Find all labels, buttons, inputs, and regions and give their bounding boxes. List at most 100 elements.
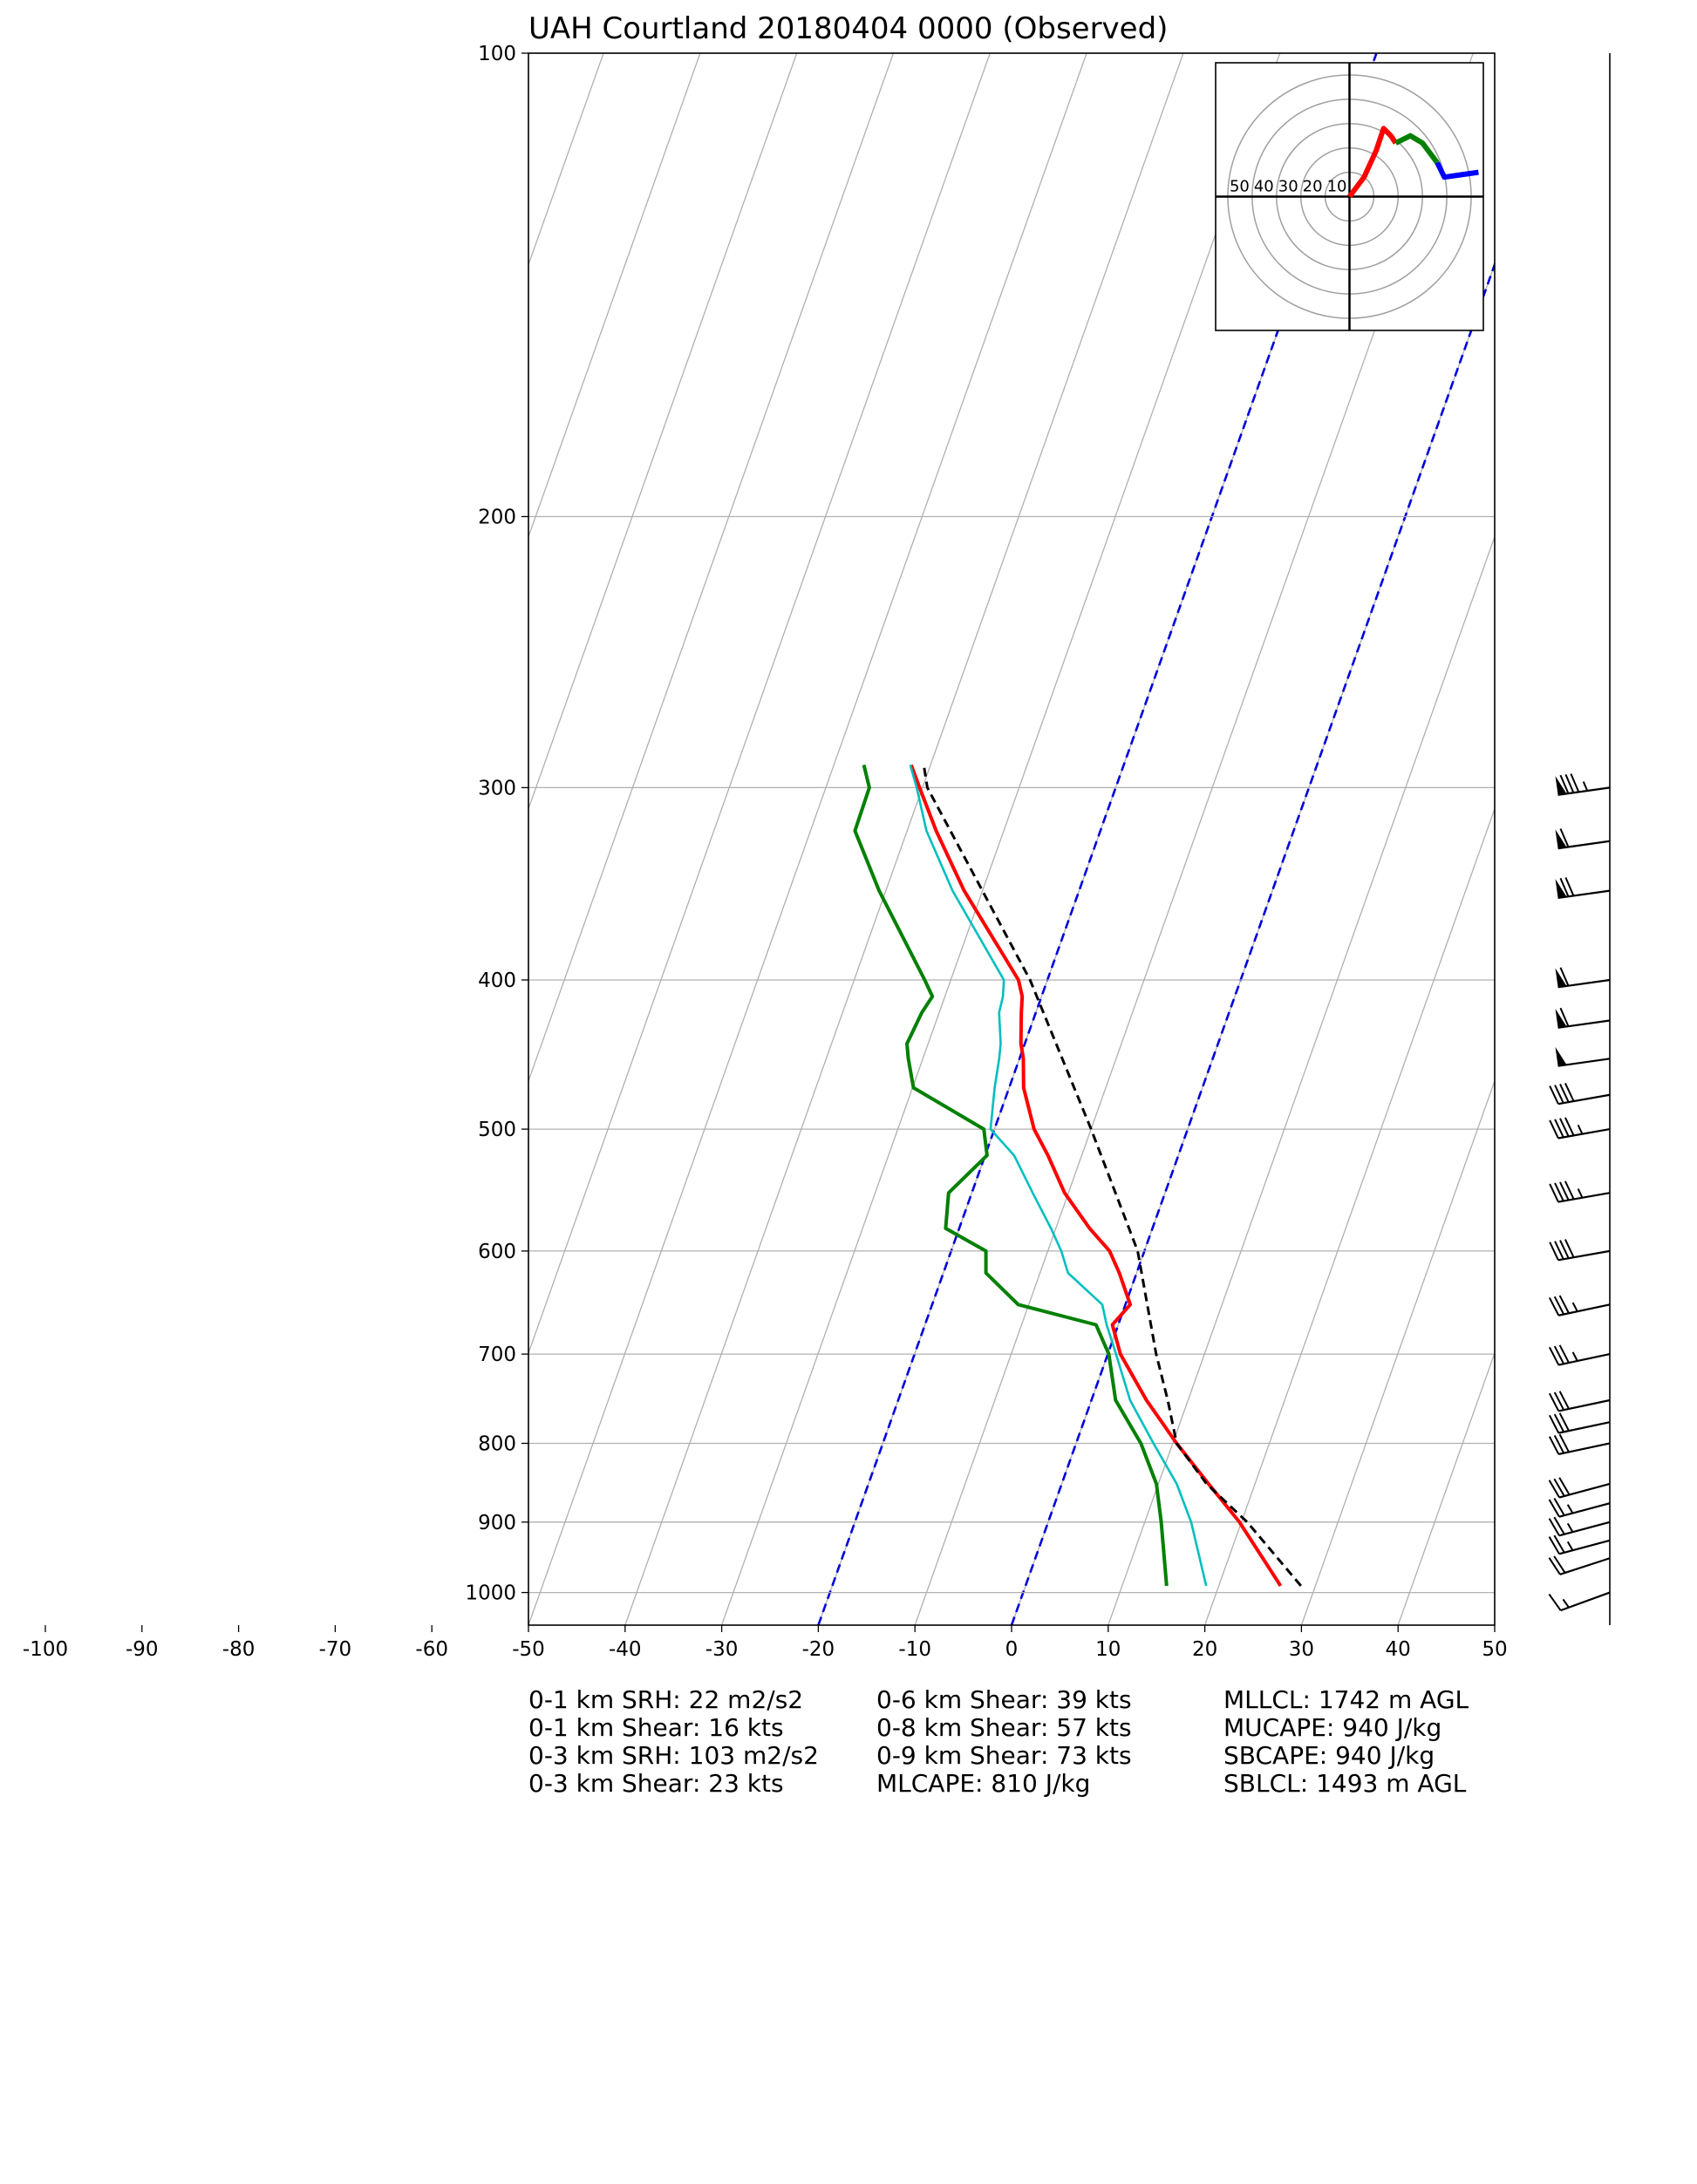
wind-barb [1549, 1180, 1611, 1203]
wind-barb [1548, 1534, 1611, 1555]
barb-full [1564, 1117, 1575, 1136]
x-tick-label: -20 [802, 1638, 835, 1661]
hodo-line [1347, 126, 1398, 199]
hodo-ring-label: 10 [1327, 178, 1347, 196]
wind-barb [1548, 1391, 1611, 1412]
barb-staff [1557, 1093, 1611, 1106]
axes: -100 -90 -80 -70 -60 -50 -40 -30 -20 -10 0 10 20 30 40… [23, 43, 1508, 1661]
barb-flag [1555, 968, 1567, 988]
wind-barb [1548, 1295, 1611, 1317]
barb-half [1571, 1351, 1578, 1362]
barb-full [1559, 828, 1570, 847]
hodo-ring-label: 20 [1303, 178, 1323, 196]
barb-half [1582, 781, 1589, 792]
parameter-text: 0-1 km SRH: 22 m2/s2 [528, 1685, 803, 1714]
barb-full [1554, 1085, 1564, 1104]
barb-staff [1558, 1421, 1611, 1434]
parameter-text: MUCAPE: 940 J/kg [1223, 1713, 1441, 1742]
barb-half [1562, 1598, 1570, 1609]
wind-barb [1549, 1083, 1611, 1106]
y-tick-label: 100 [478, 43, 516, 65]
wind-barb [1555, 1007, 1611, 1029]
x-tick-label: -60 [415, 1638, 448, 1661]
isotherm [624, 53, 1184, 1625]
barb-full [1559, 967, 1570, 987]
wind-barb [1555, 1046, 1611, 1067]
y-tick-label: 800 [478, 1432, 516, 1455]
barb-full [1549, 1183, 1559, 1203]
barb-full [1564, 1239, 1575, 1258]
parameter-text: SBCAPE: 940 J/kg [1223, 1741, 1435, 1770]
x-tick-label: -90 [126, 1638, 159, 1661]
hodograph-frame [1215, 62, 1484, 331]
isotherm [1494, 1623, 1495, 1625]
barb-full [1553, 1534, 1565, 1554]
barb-staff [1557, 1128, 1611, 1140]
barb-half [1577, 1187, 1584, 1199]
barb-full [1553, 1434, 1565, 1454]
barb-full [1548, 1518, 1560, 1536]
y-tick-label: 900 [478, 1512, 516, 1534]
barb-full [1548, 1414, 1560, 1434]
parameter-text: 0-3 km SRH: 103 m2/s2 [528, 1741, 819, 1770]
x-tick-label: 40 [1386, 1638, 1411, 1661]
barb-staff [1558, 1502, 1611, 1518]
barb-full [1548, 1392, 1560, 1412]
hodo-line [1435, 161, 1479, 180]
barb-staff [1558, 1353, 1611, 1366]
barb-full [1553, 1478, 1565, 1497]
isotherm [1203, 806, 1495, 1625]
barb-full [1548, 1593, 1562, 1611]
wind-barb [1555, 828, 1611, 850]
barb-full [1548, 1557, 1561, 1575]
wind-barb [1548, 1497, 1611, 1518]
barb-full [1554, 1182, 1564, 1201]
chart-title: UAH Courtland 20180404 0000 (Observed) [528, 11, 1168, 46]
barb-full [1553, 1516, 1565, 1535]
barb-flag [1555, 775, 1567, 795]
barb-full [1553, 1345, 1565, 1364]
barb-full [1564, 877, 1575, 896]
barb-staff [1557, 1192, 1611, 1203]
barb-full [1558, 1433, 1570, 1453]
wind-barb [1548, 1555, 1611, 1575]
x-tick-label: -30 [705, 1638, 739, 1661]
profile-line [910, 764, 1283, 1587]
isotherm [1397, 1351, 1495, 1625]
profile-line [853, 764, 1169, 1587]
parameter-text: SBLCL: 1493 m AGL [1223, 1769, 1467, 1798]
barb-staff [1558, 1539, 1611, 1555]
barb-full [1558, 1477, 1571, 1495]
barb-staff [1557, 889, 1611, 900]
barb-full [1564, 1083, 1575, 1102]
parameter-text: 0-8 km Shear: 57 kts [876, 1713, 1132, 1742]
wind-barb [1549, 1239, 1611, 1262]
wind-barb [1555, 877, 1611, 900]
x-tick-label: -50 [512, 1638, 545, 1661]
barb-half [1577, 1124, 1584, 1135]
barb-staff [1559, 1557, 1611, 1575]
barb-full [1548, 1480, 1560, 1499]
y-tick-label: 600 [478, 1241, 516, 1263]
barb-full [1559, 1084, 1570, 1103]
x-tick-label: 50 [1482, 1638, 1507, 1661]
wind-barb [1549, 1117, 1611, 1140]
barb-full [1553, 1497, 1565, 1516]
parameter-text: 0-3 km Shear: 23 kts [528, 1769, 784, 1798]
wind-barb [1548, 1433, 1611, 1456]
profile-line [922, 765, 1302, 1587]
barb-half [1566, 1522, 1574, 1533]
barb-full [1564, 1180, 1575, 1200]
barb-staff [1558, 1398, 1611, 1412]
hodo-ring-label: 50 [1230, 178, 1250, 196]
barb-half [1566, 1541, 1574, 1551]
isotherm [1107, 534, 1495, 1625]
parameter-text: 0-1 km Shear: 16 kts [528, 1713, 784, 1742]
isotherm [528, 53, 604, 267]
wind-barb [1555, 967, 1611, 989]
barb-full [1559, 1007, 1570, 1027]
barb-full [1559, 1118, 1570, 1137]
barb-full [1558, 1295, 1570, 1314]
